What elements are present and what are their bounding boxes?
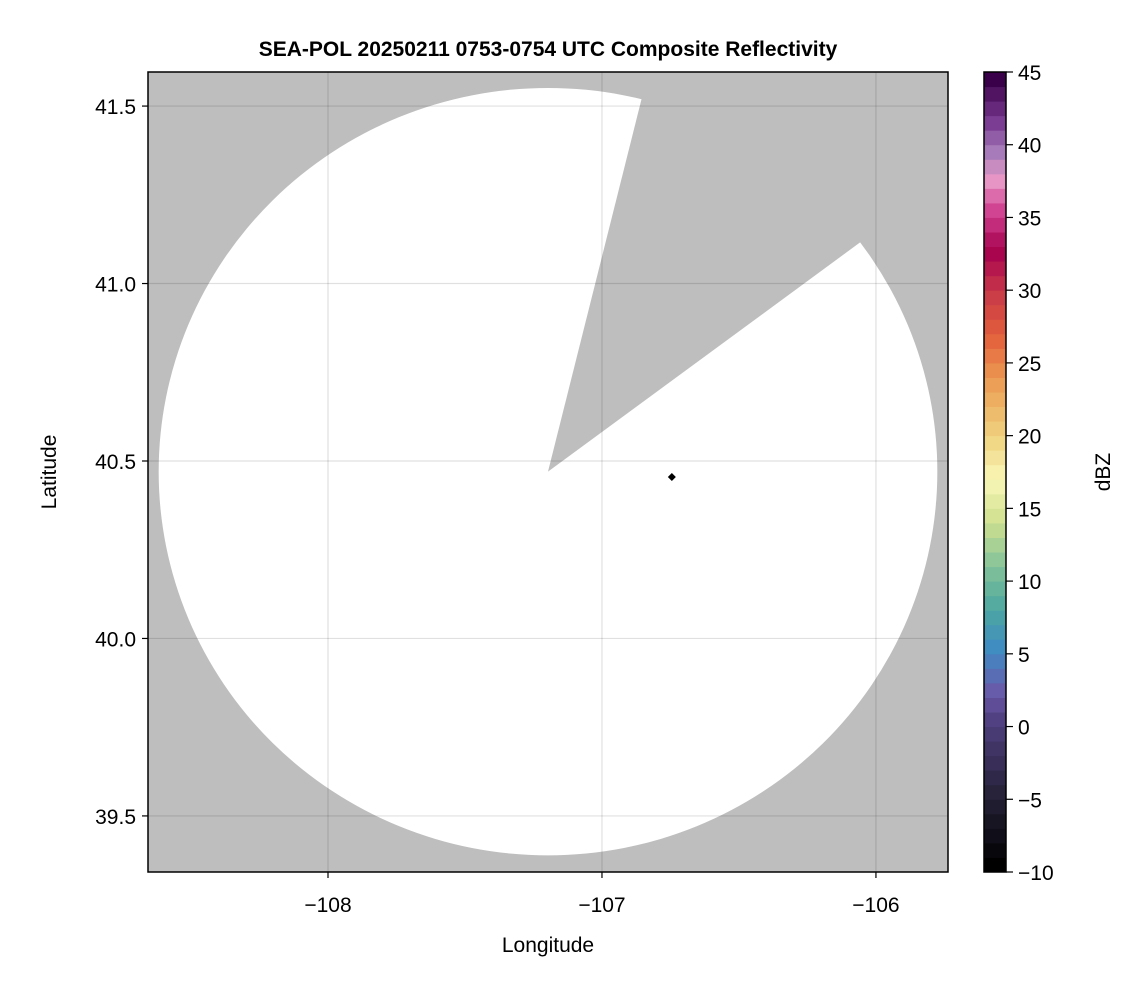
colorbar-tick-label: 5: [1018, 644, 1030, 667]
colorbar-band: [984, 304, 1006, 320]
colorbar-tick-label: 45: [1018, 62, 1041, 85]
plot-area: [148, 72, 948, 872]
colorbar-band: [984, 508, 1006, 524]
colorbar-band: [984, 493, 1006, 509]
colorbar-band: [984, 712, 1006, 728]
colorbar-band: [984, 115, 1006, 131]
colorbar-band: [984, 755, 1006, 771]
colorbar-band: [984, 290, 1006, 306]
colorbar-tick-label: −5: [1018, 789, 1042, 812]
colorbar-tick-label: 30: [1018, 280, 1041, 303]
colorbar-band: [984, 813, 1006, 829]
colorbar-band: [984, 682, 1006, 698]
x-tick-label: −108: [304, 894, 351, 917]
colorbar-band: [984, 159, 1006, 175]
colorbar-band: [984, 319, 1006, 335]
colorbar-band: [984, 202, 1006, 218]
colorbar-band: [984, 726, 1006, 742]
x-tick-label: −107: [578, 894, 625, 917]
colorbar-band: [984, 784, 1006, 800]
colorbar-band: [984, 261, 1006, 277]
y-tick-label: 41.0: [95, 274, 136, 297]
colorbar-band: [984, 377, 1006, 393]
colorbar-band: [984, 275, 1006, 291]
colorbar-tick-label: 35: [1018, 207, 1041, 230]
blocked-sector: [548, 72, 948, 472]
colorbar-band: [984, 217, 1006, 233]
y-tick-label: 39.5: [95, 806, 136, 829]
colorbar-tick-label: 15: [1018, 498, 1041, 521]
colorbar-band: [984, 72, 1006, 88]
colorbar-band: [984, 581, 1006, 597]
colorbar-tick-label: 0: [1018, 717, 1030, 740]
colorbar-tick-label: 10: [1018, 571, 1041, 594]
colorbar-band: [984, 566, 1006, 582]
colorbar-band: [984, 348, 1006, 364]
colorbar-band: [984, 799, 1006, 815]
colorbar-band: [984, 842, 1006, 858]
colorbar: −10 −5 0 5 10 15 20 25 30 35 40 45: [983, 62, 1054, 885]
colorbar-band: [984, 246, 1006, 262]
colorbar-tick-label: 40: [1018, 135, 1041, 158]
colorbar-band: [984, 173, 1006, 189]
y-tick-label: 40.5: [95, 451, 136, 474]
colorbar-band: [984, 624, 1006, 640]
colorbar-tick-label: 20: [1018, 426, 1041, 449]
colorbar-band: [984, 653, 1006, 669]
colorbar-band: [984, 464, 1006, 480]
colorbar-band: [984, 552, 1006, 568]
chart-title: SEA-POL 20250211 0753-0754 UTC Composite…: [259, 38, 838, 61]
grid: [148, 72, 948, 872]
x-axis-label: Longitude: [502, 934, 594, 957]
colorbar-band: [984, 697, 1006, 713]
plot-frame: [147, 71, 949, 873]
y-axis-label: Latitude: [38, 435, 61, 510]
colorbar-band: [984, 450, 1006, 466]
colorbar-band: [984, 595, 1006, 611]
x-tick-label: −106: [852, 894, 899, 917]
colorbar-band: [984, 770, 1006, 786]
colorbar-band: [984, 639, 1006, 655]
colorbar-band: [984, 435, 1006, 451]
colorbar-band: [984, 101, 1006, 117]
colorbar-band: [984, 392, 1006, 408]
colorbar-band: [984, 828, 1006, 844]
colorbar-tick-label: 25: [1018, 353, 1041, 376]
colorbar-band: [984, 537, 1006, 553]
colorbar-band: [984, 741, 1006, 757]
colorbar-band: [984, 144, 1006, 160]
y-tick-label: 40.0: [95, 628, 136, 651]
colorbar-band: [984, 522, 1006, 538]
colorbar-band: [984, 130, 1006, 146]
colorbar-band: [984, 86, 1006, 102]
colorbar-band: [984, 188, 1006, 204]
radar-location-marker: [667, 472, 676, 481]
colorbar-band: [984, 232, 1006, 248]
colorbar-band: [984, 857, 1006, 873]
colorbar-tick-label: −10: [1018, 862, 1054, 885]
colorbar-band: [984, 333, 1006, 349]
colorbar-band: [984, 406, 1006, 422]
colorbar-band: [984, 362, 1006, 378]
colorbar-band: [984, 421, 1006, 437]
y-tick-label: 41.5: [95, 96, 136, 119]
colorbar-band: [984, 610, 1006, 626]
colorbar-frame: [983, 71, 1007, 873]
colorbar-label: dBZ: [1092, 453, 1115, 492]
colorbar-band: [984, 479, 1006, 495]
colorbar-band: [984, 668, 1006, 684]
